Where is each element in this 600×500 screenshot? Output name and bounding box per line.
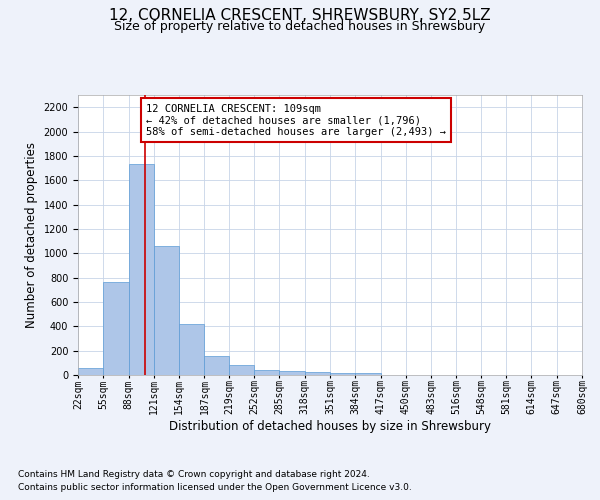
Text: Size of property relative to detached houses in Shrewsbury: Size of property relative to detached ho… bbox=[115, 20, 485, 33]
Text: Contains HM Land Registry data © Crown copyright and database right 2024.: Contains HM Land Registry data © Crown c… bbox=[18, 470, 370, 479]
Bar bbox=[205, 356, 229, 375]
Bar bbox=[330, 373, 355, 375]
Bar bbox=[78, 368, 103, 375]
Bar bbox=[254, 370, 280, 375]
Bar bbox=[280, 370, 305, 375]
Bar bbox=[154, 246, 179, 375]
Y-axis label: Number of detached properties: Number of detached properties bbox=[25, 142, 38, 328]
X-axis label: Distribution of detached houses by size in Shrewsbury: Distribution of detached houses by size … bbox=[169, 420, 491, 433]
Bar bbox=[355, 373, 380, 375]
Text: 12, CORNELIA CRESCENT, SHREWSBURY, SY2 5LZ: 12, CORNELIA CRESCENT, SHREWSBURY, SY2 5… bbox=[109, 8, 491, 22]
Bar bbox=[128, 164, 154, 375]
Text: Contains public sector information licensed under the Open Government Licence v3: Contains public sector information licen… bbox=[18, 482, 412, 492]
Bar bbox=[229, 366, 254, 375]
Bar bbox=[179, 324, 205, 375]
Bar bbox=[305, 372, 330, 375]
Text: 12 CORNELIA CRESCENT: 109sqm
← 42% of detached houses are smaller (1,796)
58% of: 12 CORNELIA CRESCENT: 109sqm ← 42% of de… bbox=[146, 104, 446, 136]
Bar bbox=[103, 282, 128, 375]
